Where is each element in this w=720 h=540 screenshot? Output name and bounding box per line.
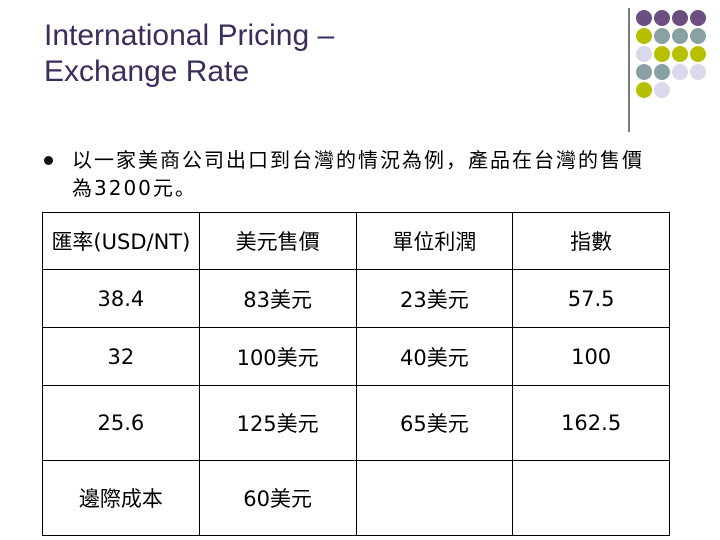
decorative-dot bbox=[672, 64, 688, 80]
table-cell: 25.6 bbox=[42, 385, 200, 461]
header-unit-profit: 單位利潤 bbox=[355, 212, 514, 270]
decorative-dot bbox=[690, 10, 706, 26]
header-usd-price: 美元售價 bbox=[198, 212, 357, 270]
decorative-dot-grid bbox=[636, 10, 707, 99]
slide-title: International Pricing – Exchange Rate bbox=[44, 18, 334, 90]
decorative-dot bbox=[690, 46, 706, 62]
decorative-dot bbox=[654, 10, 670, 26]
table-cell: 23美元 bbox=[355, 269, 514, 328]
table-cell: 57.5 bbox=[512, 269, 670, 328]
decorative-dot bbox=[636, 46, 652, 62]
decorative-dot bbox=[636, 28, 652, 44]
decorative-dot bbox=[636, 10, 652, 26]
table-cell bbox=[512, 460, 670, 536]
table-cell: 100美元 bbox=[198, 327, 357, 386]
decorative-dot bbox=[636, 64, 652, 80]
decorative-dot bbox=[672, 10, 688, 26]
decorative-dot bbox=[654, 28, 670, 44]
table-cell: 65美元 bbox=[355, 385, 514, 461]
decorative-vertical-line bbox=[628, 8, 630, 132]
table-cell: 83美元 bbox=[198, 269, 357, 328]
decorative-dot bbox=[636, 82, 652, 98]
table-cell: 38.4 bbox=[42, 269, 200, 328]
table-header-row: 匯率(USD/NT) 美元售價 單位利潤 指數 bbox=[42, 212, 670, 270]
decorative-dot bbox=[654, 64, 670, 80]
bullet-text: 以一家美商公司出口到台灣的情況為例，產品在台灣的售價為3200元。 bbox=[72, 148, 644, 200]
bullet-item: 以一家美商公司出口到台灣的情況為例，產品在台灣的售價為3200元。 bbox=[44, 146, 664, 202]
decorative-dot bbox=[672, 28, 688, 44]
table-cell: 60美元 bbox=[198, 460, 357, 536]
title-line-2: Exchange Rate bbox=[44, 55, 250, 88]
table-cell: 100 bbox=[512, 327, 670, 386]
title-line-1: International Pricing – bbox=[44, 19, 335, 52]
table-cell: 162.5 bbox=[512, 385, 670, 461]
decorative-dot bbox=[672, 46, 688, 62]
table-cell: 32 bbox=[42, 327, 200, 386]
table-cell: 邊際成本 bbox=[42, 460, 200, 536]
decorative-dot bbox=[690, 64, 706, 80]
header-index: 指數 bbox=[512, 212, 670, 270]
bullet-icon bbox=[44, 156, 53, 165]
header-exchange-rate: 匯率(USD/NT) bbox=[42, 212, 200, 270]
table-cell bbox=[355, 460, 514, 536]
table-cell: 40美元 bbox=[355, 327, 514, 386]
table-row: 邊際成本 60美元 bbox=[42, 460, 670, 536]
decorative-dot bbox=[690, 28, 706, 44]
table-cell: 125美元 bbox=[198, 385, 357, 461]
table-row: 25.6 125美元 65美元 162.5 bbox=[42, 385, 670, 461]
exchange-rate-table: 匯率(USD/NT) 美元售價 單位利潤 指數 38.4 83美元 23美元 5… bbox=[42, 212, 670, 536]
table-row: 38.4 83美元 23美元 57.5 bbox=[42, 269, 670, 328]
decorative-dot bbox=[654, 82, 670, 98]
table-row: 32 100美元 40美元 100 bbox=[42, 327, 670, 386]
decorative-dot bbox=[654, 46, 670, 62]
